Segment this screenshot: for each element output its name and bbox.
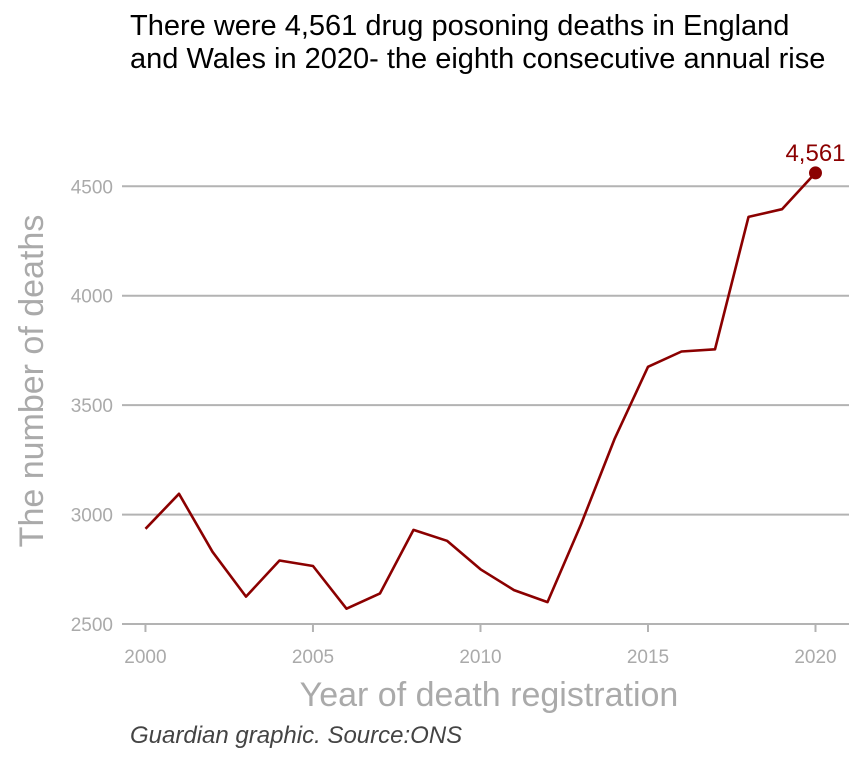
y-tick-label-2500: 2500	[71, 615, 113, 636]
x-tick-label-2000: 2000	[124, 647, 166, 668]
series	[144, 172, 817, 611]
tick-labels: 2500 3000 3500 4000 4500 2000 2005 2010 2015 2020	[71, 177, 837, 668]
chart-caption: Guardian graphic. Source:ONS	[130, 722, 463, 749]
y-tick-label-4500: 4500	[71, 177, 113, 198]
y-tick-label-4000: 4000	[71, 287, 113, 308]
data-point-2020	[808, 166, 822, 180]
data-label-2020: 4,561	[785, 140, 845, 167]
x-tick-label-2010: 2010	[459, 647, 501, 668]
axes	[122, 623, 849, 632]
series-line-deaths	[144, 172, 817, 611]
annotations: 4,561	[785, 140, 846, 180]
x-tick-label-2020: 2020	[794, 647, 836, 668]
y-tick-label-3500: 3500	[71, 396, 113, 417]
x-tick-label-2005: 2005	[292, 647, 334, 668]
y-tick-label-3000: 3000	[71, 506, 113, 527]
y-axis-label: The number of deaths	[13, 215, 51, 548]
x-tick-label-2015: 2015	[627, 647, 669, 668]
x-axis-label: Year of death registration	[300, 676, 679, 714]
chart-title: There were 4,561 drug posoning deaths in…	[130, 10, 826, 75]
